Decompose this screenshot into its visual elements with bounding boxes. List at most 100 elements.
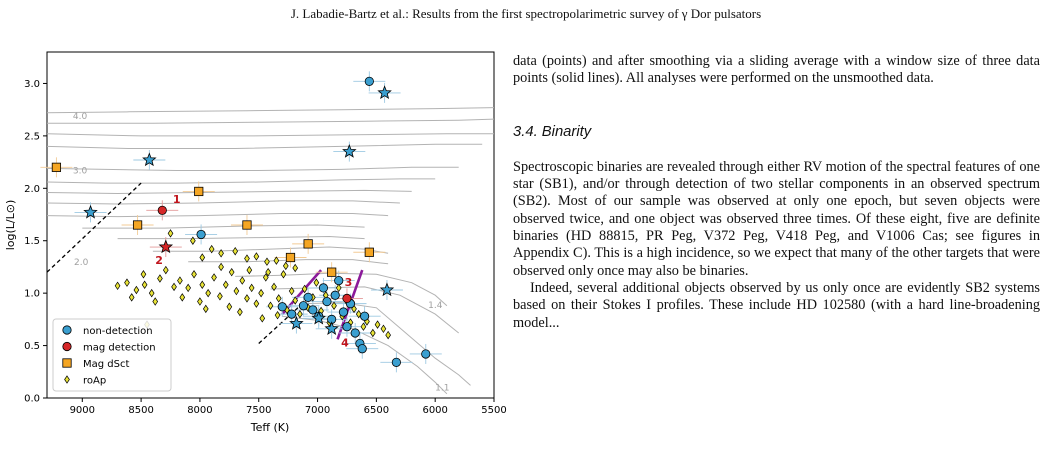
track-mass-label: 4.0 xyxy=(73,112,88,122)
roap-point xyxy=(208,244,215,254)
roap-point xyxy=(199,280,206,289)
legend-label: mag detection xyxy=(83,342,156,353)
roap-point xyxy=(114,281,121,291)
legend-label: non-detection xyxy=(83,326,153,337)
track-line xyxy=(47,107,494,114)
roap-point xyxy=(232,246,239,256)
mag-dsct-point xyxy=(364,247,374,257)
non-detection-point xyxy=(360,311,370,321)
mag-dsct-point xyxy=(327,267,337,277)
mag-detection-point xyxy=(157,205,167,215)
non-detection-binary-star xyxy=(324,321,339,335)
legend-marker xyxy=(64,375,70,384)
roap-point xyxy=(370,328,376,338)
roap-point xyxy=(226,302,233,312)
roap-point xyxy=(162,265,169,275)
track-mass-label: 3.0 xyxy=(73,167,88,177)
roap-point xyxy=(292,296,299,305)
x-tick-label: 8000 xyxy=(187,405,212,416)
roap-point xyxy=(360,322,367,331)
mag-dsct-point xyxy=(194,186,204,197)
point-annotation: 3 xyxy=(345,276,353,289)
y-tick-label: 1.5 xyxy=(24,236,40,247)
roap-point xyxy=(288,286,295,296)
y-axis: 0.0 0.5 1.0 1.5 2.0 2.5 3.0 xyxy=(24,79,47,405)
roap-point xyxy=(355,309,362,319)
track-line xyxy=(47,118,494,124)
roap-point xyxy=(140,270,147,279)
text-column: data (points) and after smoothing via a … xyxy=(513,53,1040,332)
legend-marker xyxy=(62,341,72,352)
paragraph-binarity: Spectroscopic binaries are revealed thro… xyxy=(513,158,1040,279)
roap-point xyxy=(167,229,174,238)
non-detection-point xyxy=(318,283,329,293)
non-detection-point xyxy=(357,344,367,354)
roap-point xyxy=(292,263,299,273)
mag-detection-binary-star xyxy=(158,239,174,254)
mag-detection-point xyxy=(342,293,352,303)
roap-point xyxy=(380,324,387,334)
roap-point xyxy=(282,261,289,271)
track-line xyxy=(117,235,365,240)
track-mass-label: 1.1 xyxy=(435,384,449,394)
roap-point xyxy=(148,288,155,298)
roap-point xyxy=(152,297,159,306)
roap-point xyxy=(275,294,282,303)
section-heading-binarity: 3.4. Binarity xyxy=(513,123,592,140)
non-detection-point xyxy=(364,76,374,86)
x-tick-label: 6000 xyxy=(422,405,447,416)
x-tick-label: 7500 xyxy=(246,405,271,416)
roap-point xyxy=(141,280,148,289)
roap-point xyxy=(246,265,253,275)
legend-label: Mag dSct xyxy=(83,359,129,370)
paragraph-smoothing: data (points) and after smoothing via a … xyxy=(513,53,1040,87)
x-tick-label: 7000 xyxy=(305,405,330,416)
track-mass-labels: 4.0 3.0 2.0 1.4 1.1 xyxy=(73,112,450,394)
non-detection-binary-star xyxy=(289,315,304,330)
hr-diagram-figure: 4.0 3.0 2.0 1.4 1.1 1 2 3 4 9000 8500 8000 7500 700… xyxy=(0,40,510,459)
y-tick-label: 2.5 xyxy=(24,131,40,142)
non-detection-point xyxy=(334,275,344,286)
running-header: J. Labadie-Bartz et al.: Results from th… xyxy=(290,6,762,21)
roap-point xyxy=(253,299,260,308)
hr-diagram-chart: 4.0 3.0 2.0 1.4 1.1 1 2 3 4 9000 8500 8000 7500 700… xyxy=(4,51,507,434)
non-detection-binary-star xyxy=(142,152,157,167)
roap-point xyxy=(259,314,266,323)
roap-point xyxy=(244,294,250,303)
paragraph-sb2: Indeed, several additional objects obser… xyxy=(513,279,1040,331)
y-tick-label: 3.0 xyxy=(24,79,40,90)
x-tick-label: 8500 xyxy=(128,405,153,416)
roap-point xyxy=(179,293,186,302)
non-detection-point xyxy=(342,322,352,332)
track-mass-label: 2.0 xyxy=(74,258,89,268)
track-line xyxy=(47,143,483,149)
non-detection-point xyxy=(308,305,318,315)
roap-point xyxy=(205,288,211,298)
data-points xyxy=(51,76,431,367)
point-annotation: 1 xyxy=(173,193,181,206)
roap-point xyxy=(273,256,280,265)
track-line xyxy=(47,133,494,137)
non-detection-point xyxy=(287,309,297,319)
track-line xyxy=(47,213,389,218)
roap-point xyxy=(264,257,270,266)
roap-point xyxy=(262,273,269,282)
track-line xyxy=(47,178,436,184)
mag-dsct-point xyxy=(285,252,296,263)
roap-point xyxy=(233,286,240,296)
non-detection-binary-star xyxy=(379,282,395,297)
non-detection-point xyxy=(338,307,349,317)
roap-point xyxy=(385,330,391,340)
roap-point xyxy=(190,236,196,245)
legend: non-detection mag detection Mag dSct roAp xyxy=(52,318,172,392)
non-detection-point xyxy=(350,328,360,338)
roap-point xyxy=(265,267,271,277)
mag-dsct-point xyxy=(51,162,62,172)
roap-point xyxy=(253,252,260,261)
roap-point xyxy=(228,267,235,277)
track-mass-label: 1.4 xyxy=(428,301,443,311)
legend-box xyxy=(52,318,172,392)
non-detection-point xyxy=(298,301,309,311)
roap-point xyxy=(185,283,191,293)
roap-point xyxy=(197,297,203,306)
